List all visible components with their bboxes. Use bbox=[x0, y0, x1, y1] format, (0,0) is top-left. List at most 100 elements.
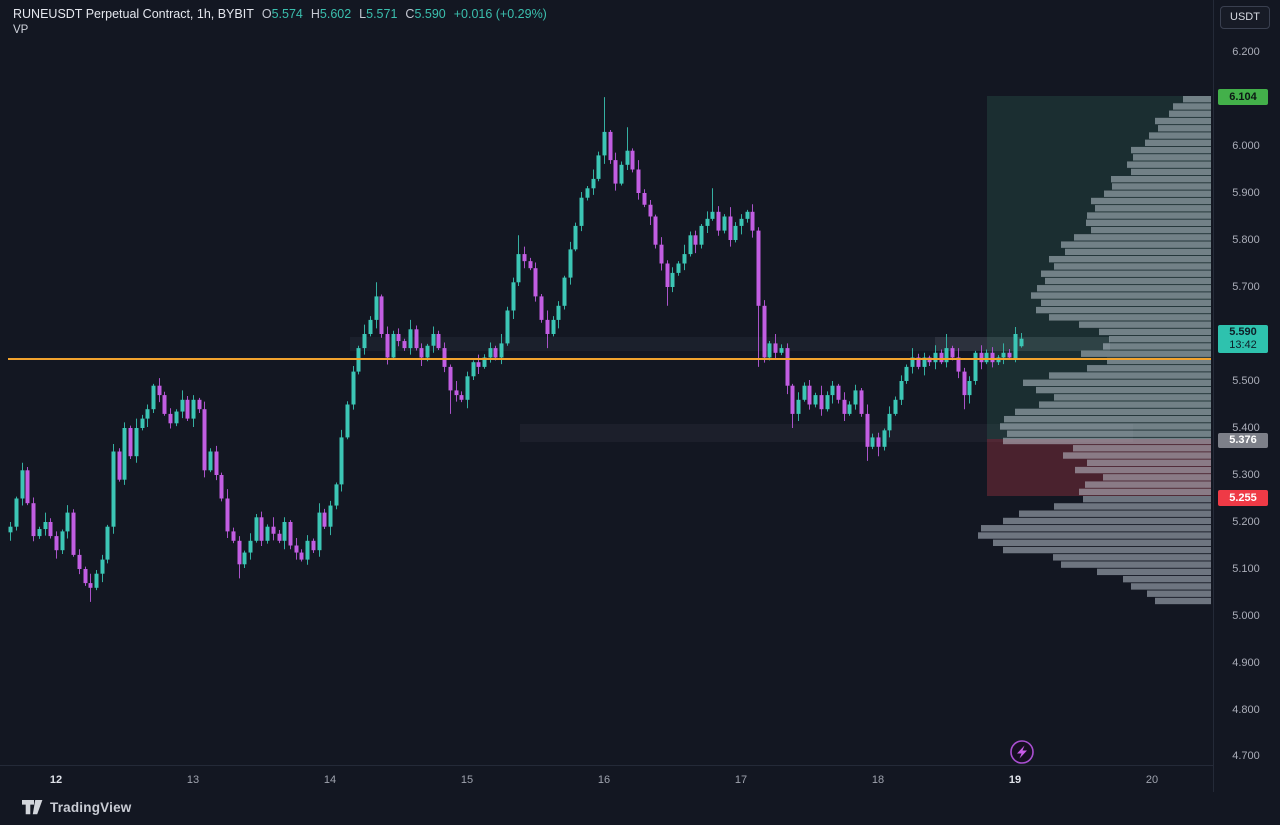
lower-gray-zone[interactable] bbox=[520, 424, 1133, 442]
candle bbox=[499, 343, 504, 358]
time-axis[interactable]: 12 13 14 15 16 17 18 19 20 bbox=[0, 765, 1280, 794]
candle bbox=[419, 348, 424, 358]
candle bbox=[836, 385, 841, 400]
volume-profile-bar bbox=[1087, 459, 1211, 466]
symbol-title[interactable]: RUNEUSDT Perpetual Contract, 1h, BYBIT bbox=[13, 7, 254, 21]
candle bbox=[516, 254, 521, 283]
candle bbox=[77, 554, 82, 569]
time-tick-label: 12 bbox=[49, 774, 63, 786]
candle bbox=[807, 385, 812, 405]
tradingview-logo[interactable]: TradingView bbox=[22, 800, 131, 815]
candle bbox=[71, 512, 76, 555]
price-tick-label: 5.200 bbox=[1232, 516, 1260, 528]
candle bbox=[1019, 338, 1024, 347]
candle bbox=[767, 343, 772, 358]
volume-profile-bar bbox=[1097, 568, 1211, 576]
volume-profile-bar bbox=[1061, 561, 1211, 568]
volume-profile-bar bbox=[1155, 597, 1211, 605]
candle bbox=[1007, 352, 1012, 358]
candle bbox=[374, 296, 379, 320]
volume-profile-bar bbox=[1049, 255, 1211, 263]
candle bbox=[619, 164, 624, 184]
chart-legend[interactable]: RUNEUSDT Perpetual Contract, 1h, BYBIT O… bbox=[13, 7, 547, 21]
candle bbox=[442, 348, 447, 367]
candle bbox=[693, 235, 698, 245]
candle bbox=[311, 540, 316, 551]
price-tick-label: 5.000 bbox=[1232, 610, 1260, 622]
upper-gray-zone[interactable] bbox=[350, 337, 1110, 351]
indicator-label-vp[interactable]: VP bbox=[13, 24, 29, 36]
candle bbox=[642, 193, 647, 205]
candle bbox=[876, 437, 881, 447]
time-tick-label: 14 bbox=[323, 774, 337, 786]
candle bbox=[1001, 352, 1006, 358]
volume-profile-bar bbox=[1023, 379, 1211, 387]
price-axis[interactable]: USDT 6.200 6.000 5.900 5.800 5.700 5.500 5.400… bbox=[1213, 0, 1280, 792]
candle bbox=[465, 376, 470, 400]
volume-profile-bar bbox=[1015, 408, 1211, 416]
candle bbox=[408, 329, 413, 349]
candle bbox=[733, 225, 738, 240]
candle bbox=[887, 413, 892, 431]
volume-profile-bar bbox=[1081, 350, 1211, 357]
candle bbox=[505, 310, 510, 344]
candle bbox=[259, 517, 264, 541]
candle bbox=[899, 381, 904, 400]
candle bbox=[910, 357, 915, 367]
volume-profile-bar bbox=[1003, 437, 1211, 445]
currency-toggle-button[interactable]: USDT bbox=[1220, 6, 1270, 29]
candle bbox=[682, 254, 687, 264]
candle bbox=[865, 413, 870, 447]
candle bbox=[796, 399, 801, 414]
candle bbox=[322, 512, 327, 527]
candle bbox=[904, 366, 909, 381]
volume-profile-bar bbox=[1039, 401, 1211, 408]
volume-profile-bar bbox=[1031, 292, 1211, 299]
candle bbox=[545, 319, 550, 334]
candle bbox=[105, 526, 110, 560]
candle bbox=[973, 352, 978, 381]
candle bbox=[225, 498, 230, 532]
volume-profile-bar bbox=[1095, 205, 1211, 212]
candle bbox=[847, 404, 852, 414]
candle bbox=[819, 395, 824, 410]
candle bbox=[459, 395, 464, 400]
candle bbox=[122, 428, 127, 480]
candle bbox=[83, 569, 88, 584]
volume-profile-bar bbox=[1085, 481, 1211, 488]
candle bbox=[100, 559, 105, 574]
candle bbox=[984, 352, 989, 363]
candle bbox=[191, 399, 196, 419]
volume-profile-bar bbox=[1133, 154, 1211, 161]
candle bbox=[528, 261, 533, 269]
candle bbox=[893, 399, 898, 414]
candle bbox=[117, 451, 122, 480]
volume-profile-bar bbox=[1086, 219, 1211, 227]
candle bbox=[802, 385, 807, 400]
candle bbox=[208, 451, 213, 471]
candle bbox=[54, 536, 59, 551]
price-tick-label: 6.000 bbox=[1232, 140, 1260, 152]
candle bbox=[551, 319, 556, 334]
volume-profile-bar bbox=[1065, 248, 1211, 256]
lightning-icon bbox=[1017, 745, 1027, 759]
candle bbox=[716, 211, 721, 231]
price-tick-label: 5.800 bbox=[1232, 234, 1260, 246]
price-tick-label: 4.900 bbox=[1232, 657, 1260, 669]
candle bbox=[790, 385, 795, 414]
time-tick-label: 19 bbox=[1008, 774, 1022, 786]
candle bbox=[277, 533, 282, 541]
candle bbox=[596, 155, 601, 179]
candle bbox=[294, 545, 299, 553]
candle bbox=[688, 235, 693, 255]
volume-profile-bar bbox=[1054, 394, 1211, 401]
zone-low-label: 5.376 bbox=[1218, 432, 1268, 448]
candle bbox=[448, 366, 453, 391]
volume-profile-bar bbox=[1079, 488, 1211, 496]
candle bbox=[334, 484, 339, 506]
candle bbox=[882, 430, 887, 447]
candle bbox=[916, 357, 921, 367]
candle bbox=[145, 409, 150, 419]
candle bbox=[591, 178, 596, 189]
